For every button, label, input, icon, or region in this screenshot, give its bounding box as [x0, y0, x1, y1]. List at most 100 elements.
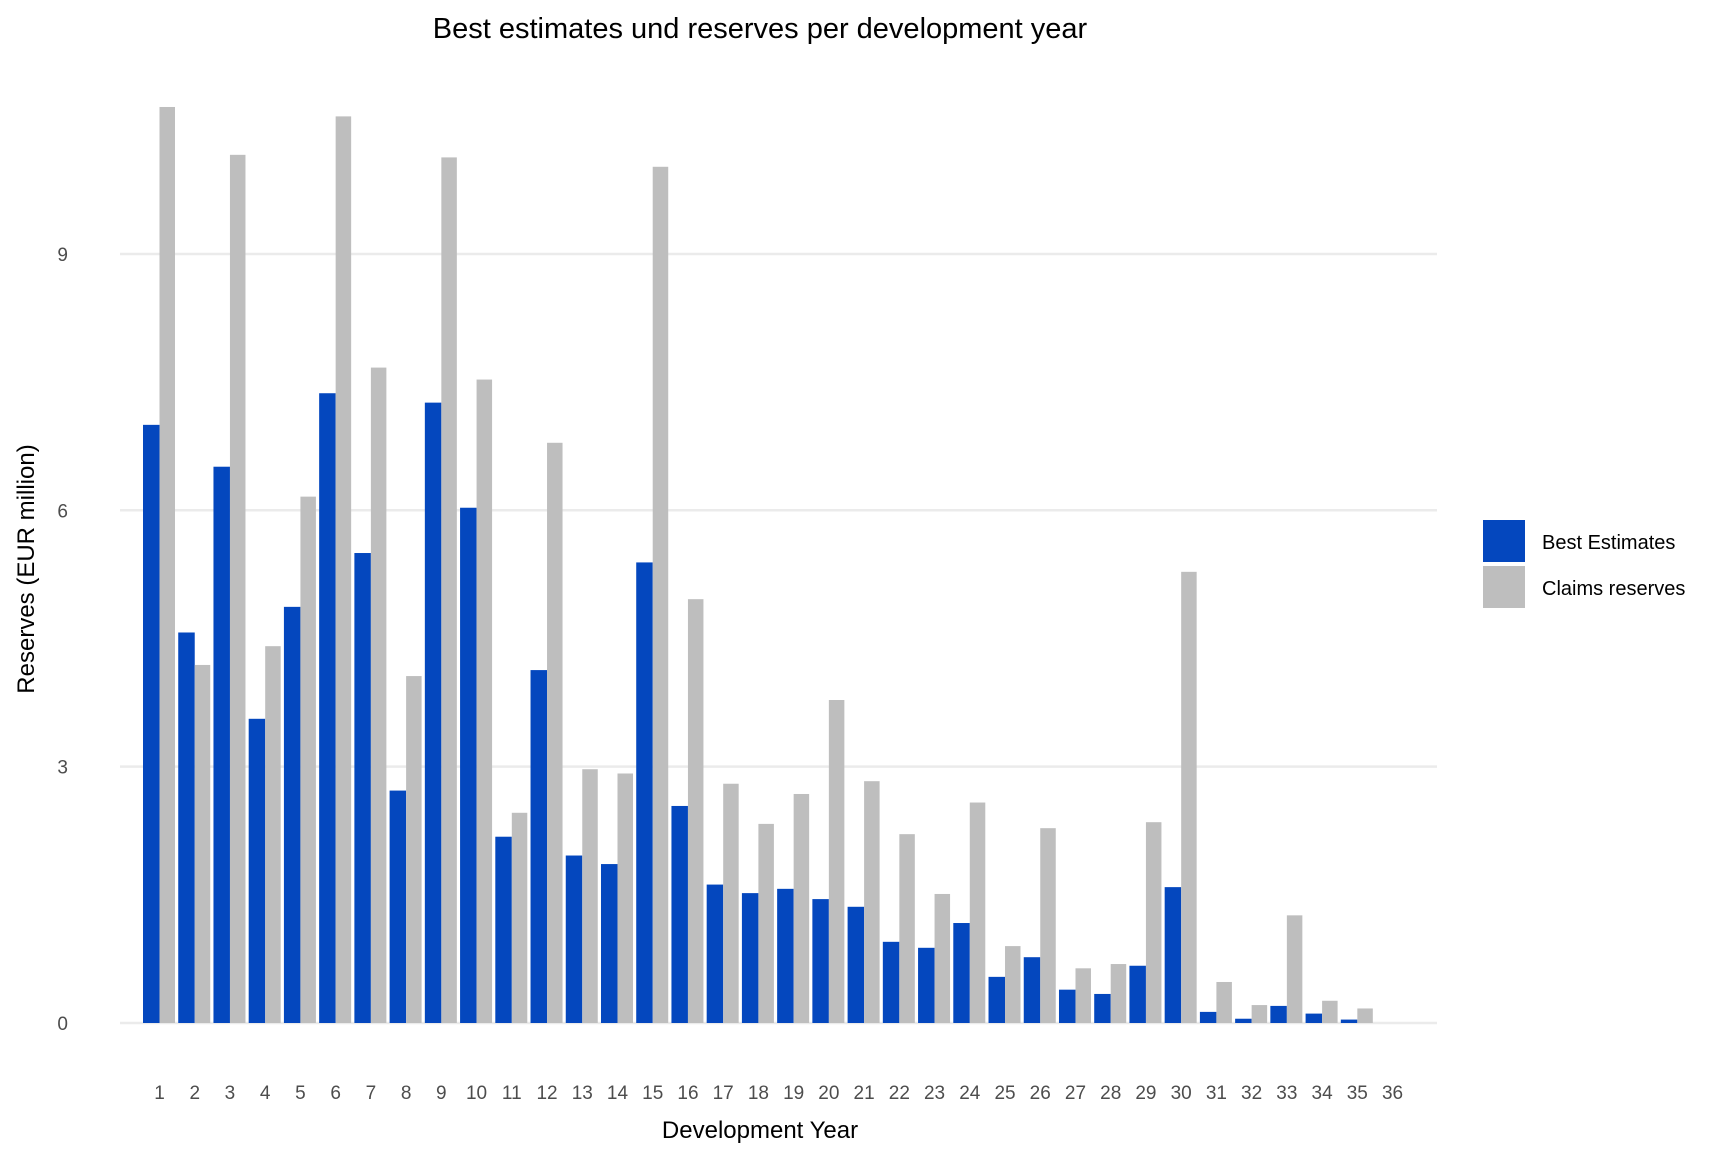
bar-claims-reserves-year-32 — [1251, 1005, 1268, 1023]
bar-best-estimates-year-20 — [812, 899, 829, 1023]
bar-best-estimates-year-32 — [1235, 1018, 1252, 1023]
bar-best-estimates-year-22 — [882, 941, 900, 1023]
bar-claims-reserves-year-30 — [1181, 571, 1197, 1023]
bar-claims-reserves-year-17 — [723, 783, 739, 1023]
bar-claims-reserves-year-16 — [687, 599, 704, 1023]
x-tick-label: 20 — [818, 1083, 839, 1104]
bar-best-estimates-year-27 — [1058, 989, 1076, 1023]
bar-best-estimates-year-25 — [988, 976, 1006, 1023]
bar-claims-reserves-year-28 — [1110, 964, 1127, 1023]
x-tick-label: 25 — [994, 1083, 1015, 1104]
legend-key-best-estimates — [1483, 520, 1525, 562]
bar-best-estimates-year-2 — [178, 632, 195, 1023]
x-tick-label: 10 — [466, 1083, 487, 1104]
x-tick-label: 2 — [189, 1083, 200, 1104]
bar-claims-reserves-year-9 — [441, 157, 457, 1023]
bar-claims-reserves-year-26 — [1040, 828, 1056, 1023]
x-tick-label: 7 — [366, 1083, 377, 1104]
bar-best-estimates-year-6 — [319, 393, 336, 1024]
bar-best-estimates-year-13 — [565, 855, 583, 1023]
x-tick-label: 3 — [225, 1083, 236, 1104]
y-tick-label: 3 — [57, 758, 68, 779]
bar-best-estimates-year-30 — [1164, 887, 1182, 1023]
x-tick-label: 36 — [1382, 1083, 1403, 1104]
bar-best-estimates-year-19 — [777, 888, 794, 1023]
x-tick-label: 33 — [1276, 1083, 1297, 1104]
bar-claims-reserves-year-21 — [864, 781, 880, 1023]
x-axis-title: Development Year — [662, 1117, 858, 1144]
bar-claims-reserves-year-20 — [828, 700, 845, 1023]
bar-claims-reserves-year-10 — [476, 379, 493, 1023]
bar-claims-reserves-year-2 — [194, 664, 211, 1023]
bar-best-estimates-year-21 — [847, 906, 865, 1023]
legend-key-claims-reserves — [1483, 566, 1525, 608]
bar-best-estimates-year-31 — [1199, 1011, 1217, 1023]
x-tick-label: 27 — [1065, 1083, 1086, 1104]
x-tick-label: 31 — [1206, 1083, 1227, 1104]
x-tick-label: 14 — [607, 1083, 629, 1104]
bar-best-estimates-year-33 — [1270, 1005, 1287, 1023]
bar-claims-reserves-year-4 — [265, 646, 281, 1023]
legend-label-claims-reserves: Claims reserves — [1542, 578, 1685, 600]
bar-claims-reserves-year-31 — [1216, 981, 1232, 1023]
bar-claims-reserves-year-23 — [934, 893, 951, 1023]
bar-best-estimates-year-11 — [495, 836, 512, 1023]
x-tick-label: 13 — [572, 1083, 593, 1104]
bar-best-estimates-year-12 — [530, 670, 548, 1023]
bar-claims-reserves-year-19 — [793, 793, 810, 1023]
bar-best-estimates-year-26 — [1023, 957, 1041, 1023]
x-tick-label: 9 — [436, 1083, 447, 1104]
x-tick-label: 1 — [154, 1083, 165, 1104]
x-tick-label: 24 — [959, 1083, 981, 1104]
legend-label-best-estimates: Best Estimates — [1542, 532, 1675, 554]
x-tick-label: 22 — [889, 1083, 910, 1104]
bar-best-estimates-year-23 — [918, 947, 935, 1023]
bar-claims-reserves-year-35 — [1357, 1008, 1373, 1023]
bar-claims-reserves-year-1 — [159, 106, 175, 1024]
bar-claims-reserves-year-3 — [229, 154, 246, 1023]
bar-best-estimates-year-9 — [424, 402, 442, 1023]
bar-claims-reserves-year-29 — [1145, 822, 1162, 1023]
x-tick-label: 4 — [260, 1083, 271, 1104]
y-tick-label: 9 — [57, 245, 68, 266]
bar-claims-reserves-year-25 — [1005, 946, 1021, 1023]
x-tick-label: 35 — [1347, 1083, 1368, 1104]
bar-claims-reserves-year-33 — [1286, 915, 1303, 1023]
bar-claims-reserves-year-24 — [969, 802, 986, 1023]
bar-claims-reserves-year-15 — [652, 166, 669, 1024]
bar-best-estimates-year-28 — [1094, 993, 1111, 1023]
legend: Best Estimates Claims reserves — [1483, 520, 1685, 608]
x-tick-label: 15 — [642, 1083, 663, 1104]
bar-best-estimates-year-35 — [1340, 1019, 1358, 1023]
bar-claims-reserves-year-34 — [1322, 1000, 1338, 1023]
bar-claims-reserves-year-6 — [335, 116, 352, 1023]
x-tick-label: 11 — [502, 1083, 522, 1104]
x-axis-ticks: 1 2 3 4 5 6 7 8 9 10 11 12 13 14 15 16 17 18 19 20 21 22 23 24 2… — [154, 1083, 1403, 1104]
bar-best-estimates-year-16 — [671, 805, 688, 1023]
bar-best-estimates-year-7 — [354, 553, 371, 1023]
bar-best-estimates-year-5 — [283, 606, 301, 1023]
bar-best-estimates-year-29 — [1129, 965, 1146, 1023]
bars — [143, 106, 1373, 1024]
bar-claims-reserves-year-18 — [758, 823, 774, 1023]
x-tick-label: 19 — [783, 1083, 804, 1104]
bar-best-estimates-year-17 — [706, 884, 724, 1023]
x-tick-label: 32 — [1241, 1083, 1262, 1104]
bar-best-estimates-year-8 — [389, 790, 407, 1023]
bar-claims-reserves-year-5 — [300, 496, 316, 1023]
bar-claims-reserves-year-22 — [899, 834, 915, 1023]
y-axis-title: Reserves (EUR million) — [13, 444, 40, 693]
x-tick-label: 29 — [1135, 1083, 1156, 1104]
x-tick-label: 30 — [1171, 1083, 1192, 1104]
bar-best-estimates-year-24 — [953, 923, 970, 1023]
x-tick-label: 23 — [924, 1083, 945, 1104]
bar-claims-reserves-year-27 — [1075, 968, 1091, 1023]
bar-best-estimates-year-3 — [213, 466, 230, 1024]
bar-best-estimates-year-10 — [460, 507, 477, 1023]
bar-claims-reserves-year-11 — [511, 812, 528, 1023]
bar-best-estimates-year-18 — [741, 893, 759, 1023]
bar-best-estimates-year-1 — [143, 424, 160, 1024]
bar-best-estimates-year-15 — [636, 562, 653, 1023]
x-tick-label: 17 — [713, 1083, 734, 1104]
